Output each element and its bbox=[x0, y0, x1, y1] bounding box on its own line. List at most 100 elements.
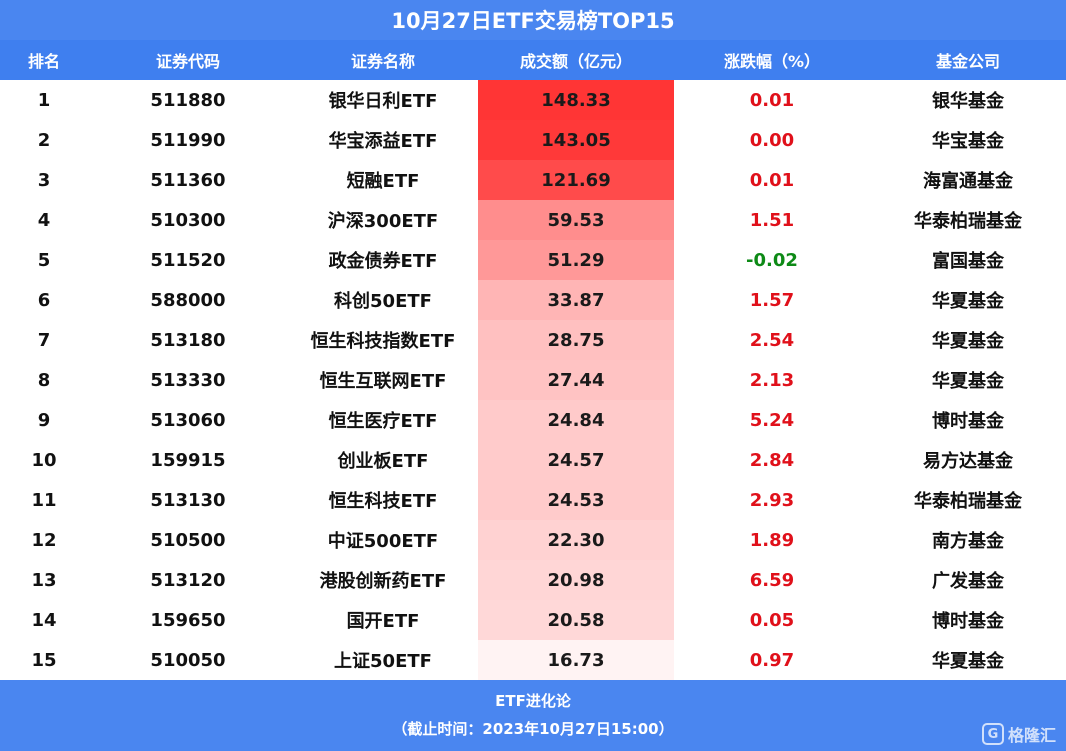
company-cell: 易方达基金 bbox=[923, 451, 1013, 472]
rank-cell: 10 bbox=[31, 449, 57, 471]
change-cell: 6.59 bbox=[749, 569, 795, 591]
volume-cell: 22.30 bbox=[478, 520, 674, 560]
volume-cell: 59.53 bbox=[478, 200, 674, 240]
volume-cell: 24.57 bbox=[478, 440, 674, 480]
table-footer: ETF进化论 （截止时间：2023年10月27日15:00） G 格隆汇 bbox=[0, 680, 1066, 751]
name-cell: 创业板ETF bbox=[337, 451, 429, 472]
table-title: 10月27日ETF交易榜TOP15 bbox=[0, 0, 1066, 40]
change-cell: 0.01 bbox=[749, 169, 795, 191]
name-cell: 华宝添益ETF bbox=[328, 131, 438, 152]
watermark-text: 格隆汇 bbox=[1007, 726, 1056, 745]
company-cell: 华夏基金 bbox=[932, 651, 1004, 672]
volume-cell: 143.05 bbox=[478, 120, 674, 160]
volume-cell: 24.53 bbox=[478, 480, 674, 520]
rank-cell: 9 bbox=[37, 409, 51, 431]
code-cell: 511990 bbox=[150, 129, 226, 151]
company-cell: 富国基金 bbox=[932, 251, 1004, 272]
header-volume: 成交额（亿元） bbox=[519, 52, 632, 71]
company-cell: 南方基金 bbox=[932, 531, 1004, 552]
name-cell: 沪深300ETF bbox=[327, 211, 439, 232]
company-cell: 博时基金 bbox=[932, 611, 1004, 632]
table-row: 5 511520 政金债券ETF 51.29 -0.02 富国基金 bbox=[0, 240, 1066, 280]
volume-cell: 27.44 bbox=[478, 360, 674, 400]
company-cell: 海富通基金 bbox=[923, 171, 1013, 192]
volume-cell: 148.33 bbox=[478, 80, 674, 120]
company-cell: 华宝基金 bbox=[932, 131, 1004, 152]
volume-cell: 28.75 bbox=[478, 320, 674, 360]
company-cell: 博时基金 bbox=[932, 411, 1004, 432]
volume-cell: 51.29 bbox=[478, 240, 674, 280]
change-cell: 1.51 bbox=[749, 209, 795, 231]
change-cell: 2.84 bbox=[749, 449, 795, 471]
table-row: 15 510050 上证50ETF 16.73 0.97 华夏基金 bbox=[0, 640, 1066, 680]
change-cell: 2.13 bbox=[749, 369, 795, 391]
table-row: 4 510300 沪深300ETF 59.53 1.51 华泰柏瑞基金 bbox=[0, 200, 1066, 240]
code-cell: 511880 bbox=[150, 89, 226, 111]
table-body: 1 511880 银华日利ETF 148.33 0.01 银华基金 2 511990 华宝添益E… bbox=[0, 80, 1066, 680]
rank-cell: 3 bbox=[37, 169, 51, 191]
change-cell: 0.97 bbox=[749, 649, 795, 671]
name-cell: 科创50ETF bbox=[334, 291, 432, 312]
table-header-row: 排名 证券代码 证券名称 成交额（亿元） 涨跌幅（%） 基金公司 bbox=[0, 40, 1066, 80]
table-row: 7 513180 恒生科技指数ETF 28.75 2.54 华夏基金 bbox=[0, 320, 1066, 360]
name-cell: 短融ETF bbox=[346, 171, 420, 192]
company-cell: 华泰柏瑞基金 bbox=[914, 211, 1022, 232]
rank-cell: 5 bbox=[37, 249, 51, 271]
table-row: 14 159650 国开ETF 20.58 0.05 博时基金 bbox=[0, 600, 1066, 640]
change-cell: 1.89 bbox=[749, 529, 795, 551]
rank-cell: 4 bbox=[37, 209, 51, 231]
volume-cell: 16.73 bbox=[478, 640, 674, 680]
rank-cell: 6 bbox=[37, 289, 51, 311]
rank-cell: 12 bbox=[31, 529, 57, 551]
table-row: 11 513130 恒生科技ETF 24.53 2.93 华泰柏瑞基金 bbox=[0, 480, 1066, 520]
name-cell: 恒生互联网ETF bbox=[319, 371, 447, 392]
name-cell: 中证500ETF bbox=[327, 531, 439, 552]
name-cell: 恒生医疗ETF bbox=[328, 411, 438, 432]
volume-cell: 20.58 bbox=[478, 600, 674, 640]
table-row: 9 513060 恒生医疗ETF 24.84 5.24 博时基金 bbox=[0, 400, 1066, 440]
table-row: 13 513120 港股创新药ETF 20.98 6.59 广发基金 bbox=[0, 560, 1066, 600]
rank-cell: 7 bbox=[37, 329, 51, 351]
change-cell: 0.00 bbox=[749, 129, 795, 151]
change-cell: 0.01 bbox=[749, 89, 795, 111]
table-row: 1 511880 银华日利ETF 148.33 0.01 银华基金 bbox=[0, 80, 1066, 120]
watermark: G 格隆汇 bbox=[981, 722, 1056, 746]
code-cell: 159915 bbox=[150, 449, 226, 471]
code-cell: 513120 bbox=[150, 569, 226, 591]
change-cell: 2.54 bbox=[749, 329, 795, 351]
code-cell: 510300 bbox=[150, 209, 226, 231]
name-cell: 恒生科技指数ETF bbox=[310, 331, 456, 352]
company-cell: 华夏基金 bbox=[932, 371, 1004, 392]
header-code: 证券代码 bbox=[155, 52, 220, 71]
code-cell: 511360 bbox=[150, 169, 226, 191]
volume-cell: 24.84 bbox=[478, 400, 674, 440]
name-cell: 银华日利ETF bbox=[328, 91, 438, 112]
change-cell: 2.93 bbox=[749, 489, 795, 511]
code-cell: 513060 bbox=[150, 409, 226, 431]
rank-cell: 8 bbox=[37, 369, 51, 391]
volume-cell: 20.98 bbox=[478, 560, 674, 600]
rank-cell: 2 bbox=[37, 129, 51, 151]
company-cell: 华夏基金 bbox=[932, 291, 1004, 312]
rank-cell: 1 bbox=[37, 89, 51, 111]
table-row: 10 159915 创业板ETF 24.57 2.84 易方达基金 bbox=[0, 440, 1066, 480]
change-cell: -0.02 bbox=[746, 249, 798, 271]
change-cell: 0.05 bbox=[749, 609, 795, 631]
code-cell: 513180 bbox=[150, 329, 226, 351]
code-cell: 510050 bbox=[150, 649, 226, 671]
table-row: 6 588000 科创50ETF 33.87 1.57 华夏基金 bbox=[0, 280, 1066, 320]
name-cell: 港股创新药ETF bbox=[319, 571, 447, 592]
table-row: 3 511360 短融ETF 121.69 0.01 海富通基金 bbox=[0, 160, 1066, 200]
name-cell: 国开ETF bbox=[346, 611, 420, 632]
header-change: 涨跌幅（%） bbox=[723, 52, 821, 71]
company-cell: 广发基金 bbox=[932, 571, 1004, 592]
rank-cell: 13 bbox=[31, 569, 57, 591]
rank-cell: 14 bbox=[31, 609, 57, 631]
footer-timestamp: （截止时间：2023年10月27日15:00） bbox=[392, 720, 674, 738]
code-cell: 511520 bbox=[150, 249, 226, 271]
table-row: 2 511990 华宝添益ETF 143.05 0.00 华宝基金 bbox=[0, 120, 1066, 160]
company-cell: 银华基金 bbox=[932, 91, 1004, 112]
change-cell: 5.24 bbox=[749, 409, 795, 431]
name-cell: 政金债券ETF bbox=[328, 251, 438, 272]
